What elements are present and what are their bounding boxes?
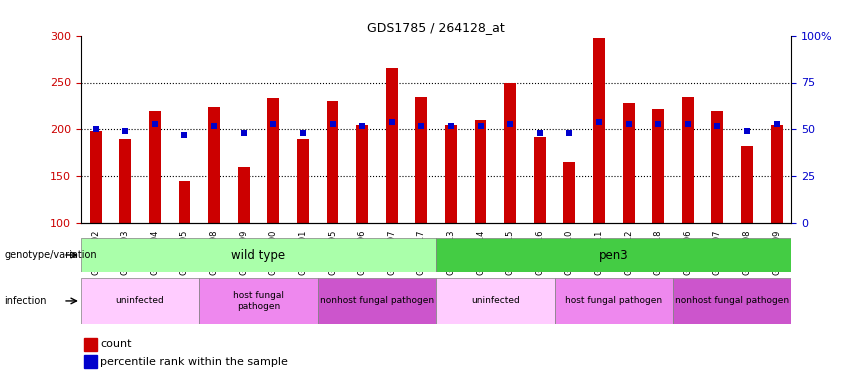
- Text: uninfected: uninfected: [116, 296, 164, 305]
- Bar: [208, 107, 220, 223]
- Bar: [652, 109, 664, 223]
- Bar: [179, 181, 191, 223]
- Bar: [199, 278, 317, 324]
- Bar: [593, 39, 605, 223]
- Bar: [771, 124, 783, 223]
- Bar: [534, 137, 545, 223]
- Text: infection: infection: [4, 296, 47, 306]
- Bar: [149, 111, 161, 223]
- Bar: [673, 278, 791, 324]
- Bar: [237, 167, 249, 223]
- Text: count: count: [100, 339, 132, 349]
- Bar: [415, 97, 427, 223]
- Bar: [711, 111, 723, 223]
- Text: percentile rank within the sample: percentile rank within the sample: [100, 357, 288, 367]
- Text: host fungal
pathogen: host fungal pathogen: [233, 291, 284, 310]
- Text: genotype/variation: genotype/variation: [4, 250, 97, 260]
- Text: wild type: wild type: [231, 249, 286, 261]
- Text: host fungal pathogen: host fungal pathogen: [565, 296, 662, 305]
- Bar: [267, 98, 279, 223]
- Bar: [555, 278, 673, 324]
- Title: GDS1785 / 264128_at: GDS1785 / 264128_at: [368, 21, 505, 34]
- Text: nonhost fungal pathogen: nonhost fungal pathogen: [675, 296, 789, 305]
- Text: uninfected: uninfected: [471, 296, 520, 305]
- Bar: [81, 278, 199, 324]
- Bar: [445, 124, 457, 223]
- Bar: [386, 68, 397, 223]
- Bar: [623, 103, 635, 223]
- Bar: [84, 338, 97, 351]
- Bar: [682, 97, 694, 223]
- Bar: [327, 101, 339, 223]
- Bar: [81, 238, 436, 272]
- Bar: [475, 120, 487, 223]
- Text: nonhost fungal pathogen: nonhost fungal pathogen: [320, 296, 434, 305]
- Bar: [563, 162, 575, 223]
- Bar: [297, 139, 309, 223]
- Bar: [119, 139, 131, 223]
- Bar: [741, 146, 753, 223]
- Bar: [357, 124, 368, 223]
- Bar: [89, 131, 101, 223]
- Bar: [436, 278, 555, 324]
- Text: pen3: pen3: [599, 249, 629, 261]
- Bar: [317, 278, 436, 324]
- Bar: [84, 355, 97, 368]
- Bar: [505, 82, 516, 223]
- Bar: [436, 238, 791, 272]
